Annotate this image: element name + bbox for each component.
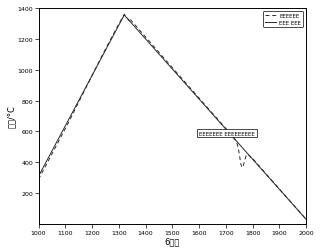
Legend: EEEEEE, EEE EEE: EEEEEE, EEE EEE (263, 12, 303, 28)
X-axis label: 6小时: 6小时 (165, 236, 180, 245)
Y-axis label: 温度/°C: 温度/°C (7, 105, 16, 128)
Text: EEEEEEE EEEEEEEEE: EEEEEEE EEEEEEEEE (199, 131, 255, 136)
